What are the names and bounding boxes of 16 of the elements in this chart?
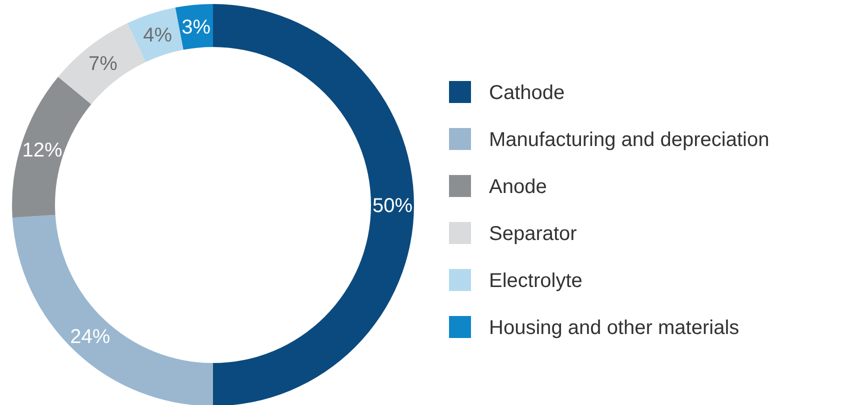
donut-slice: [213, 4, 414, 405]
donut-slice: [12, 76, 92, 218]
data-label: 12%: [22, 140, 63, 162]
legend-label: Housing and other materials: [489, 317, 740, 339]
data-label: 3%: [182, 16, 211, 38]
data-label: 50%: [372, 195, 413, 217]
data-label: 7%: [88, 53, 118, 76]
donut-slice: [12, 214, 213, 405]
legend-label: Cathode: [489, 82, 565, 104]
donut-slice: [127, 8, 184, 62]
data-label: 4%: [143, 24, 172, 46]
data-label: 24%: [70, 326, 110, 348]
legend-label: Electrolyte: [489, 270, 582, 292]
legend-label: Manufacturing and depreciation: [489, 129, 770, 151]
legend-label: Anode: [489, 176, 547, 198]
legend-label: Separator: [489, 223, 578, 245]
